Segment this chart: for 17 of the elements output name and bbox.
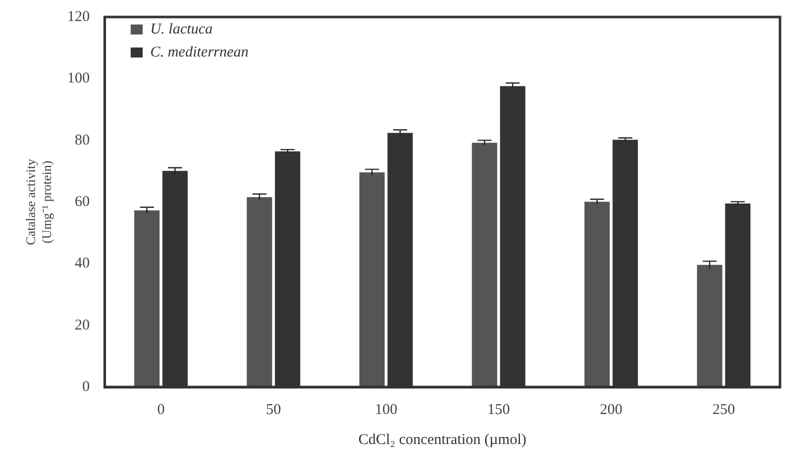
legend-label: C. mediterrnean (150, 44, 249, 60)
y-tick-label: 60 (74, 194, 90, 210)
x-axis-title: CdCl₂ concentration (µmol) (358, 432, 526, 448)
x-tick-label: 50 (266, 402, 282, 418)
y-tick-label: 20 (74, 317, 90, 334)
y-axis-title: Catalase activity (Umg⁻¹ protein) (23, 158, 54, 246)
x-tick-label: 0 (157, 402, 165, 418)
x-tick-label: 100 (374, 402, 398, 418)
y-tick-label: 120 (67, 8, 90, 25)
x-tick-label: 250 (712, 402, 735, 418)
legend-label: U. lactuca (150, 21, 213, 38)
y-tick-label: 0 (82, 378, 90, 395)
y-tick-label: 80 (74, 132, 90, 148)
y-tick-label: 40 (74, 256, 90, 272)
x-tick-label: 150 (487, 402, 510, 418)
y-tick-label: 100 (67, 70, 90, 87)
x-tick-label: 200 (600, 402, 622, 418)
